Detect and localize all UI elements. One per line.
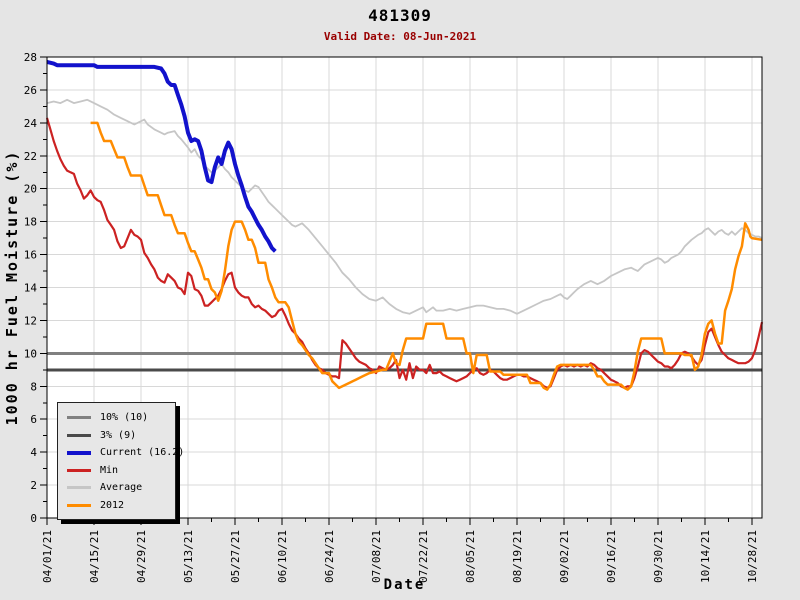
legend-label: Current (16.2)	[100, 447, 185, 459]
x-tick-label: 07/22/21	[417, 530, 430, 583]
y-tick-label: 28	[24, 51, 37, 64]
x-tick-label: 05/27/21	[229, 530, 242, 583]
legend-item: Current (16.2)	[58, 444, 184, 462]
legend-label: 2012	[100, 499, 125, 511]
y-tick-label: 16	[24, 249, 37, 262]
y-tick-label: 18	[24, 216, 37, 229]
legend-line-swatch	[67, 468, 91, 472]
y-tick-label: 26	[24, 84, 37, 97]
legend-item: 10% (10)	[58, 409, 175, 427]
legend-line-swatch	[67, 486, 91, 490]
legend-item: 2012	[58, 497, 175, 515]
x-tick-label: 05/13/21	[182, 530, 195, 583]
x-tick-label: 09/02/21	[558, 530, 571, 583]
y-tick-label: 0	[30, 512, 37, 525]
x-tick-label: 06/10/21	[276, 530, 289, 583]
y-tick-label: 6	[30, 413, 37, 426]
x-tick-label: 08/19/21	[511, 530, 524, 583]
x-tick-label: 10/14/21	[699, 530, 712, 583]
series-2012	[90, 121, 763, 391]
legend-line-swatch	[67, 416, 91, 420]
y-axis-label: 1000 hr Fuel Moisture (%)	[3, 150, 21, 426]
legend-line-swatch	[67, 433, 91, 437]
x-tick-label: 07/08/21	[370, 530, 383, 583]
y-tick-label: 24	[24, 117, 38, 130]
y-tick-label: 4	[30, 446, 37, 459]
x-tick-label: 04/15/21	[88, 530, 101, 583]
x-tick-label: 08/05/21	[464, 530, 477, 583]
legend-line-swatch	[67, 503, 91, 507]
valid-date-subtitle: Valid Date: 08-Jun-2021	[323, 30, 477, 43]
x-tick-label: 04/29/21	[135, 530, 148, 583]
legend-label: 10% (10)	[100, 412, 149, 424]
chart-title: 481309	[368, 6, 432, 25]
y-tick-label: 20	[24, 183, 37, 196]
y-tick-label: 8	[30, 380, 37, 393]
legend-label: 3% (9)	[100, 429, 137, 441]
x-tick-label: 10/28/21	[746, 530, 759, 583]
legend-item: Min	[58, 462, 175, 480]
x-tick-label: 09/30/21	[652, 530, 665, 583]
x-tick-label: 04/01/21	[41, 530, 54, 583]
legend: 10% (10) 3% (9) Current (16.2) Min Average 20…	[57, 402, 184, 520]
legend-line-swatch	[67, 450, 91, 455]
legend-label: Average	[100, 482, 143, 494]
legend-item: Average	[58, 479, 175, 497]
y-tick-label: 2	[30, 479, 37, 492]
x-tick-label: 06/24/21	[323, 530, 336, 583]
y-tick-label: 10	[24, 347, 37, 360]
series-Current (16.2)	[46, 59, 277, 253]
y-tick-label: 12	[24, 314, 37, 327]
y-tick-label: 14	[24, 282, 38, 295]
series-Average	[46, 98, 763, 315]
x-tick-label: 09/16/21	[605, 530, 618, 583]
series-Min	[45, 117, 764, 389]
x-axis-label: Date	[384, 577, 426, 593]
y-tick-label: 22	[24, 150, 37, 163]
legend-item: 3% (9)	[58, 427, 175, 445]
legend-label: Min	[100, 464, 119, 476]
